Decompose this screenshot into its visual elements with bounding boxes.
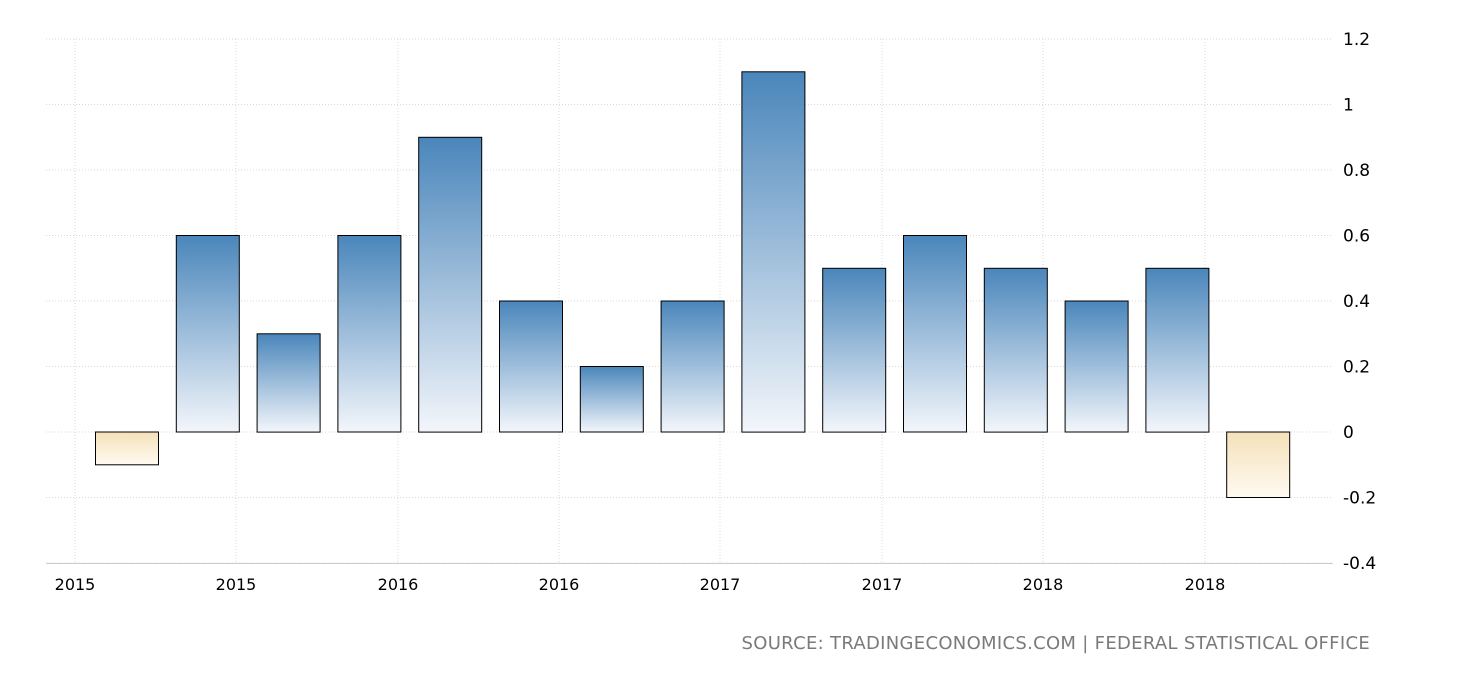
- x-axis-ticks: 2015 2015 2016 2016 2017 2017 2018 2018: [55, 575, 1226, 594]
- source-note: SOURCE: TRADINGECONOMICS.COM | FEDERAL S…: [741, 633, 1370, 654]
- x-tick-label: 2018: [1185, 575, 1226, 594]
- y-axis-ticks: 1.2 1 0.8 0.6 0.4 0.2 0 -0.2 -0.4: [1343, 30, 1376, 574]
- x-tick-label: 2016: [539, 575, 580, 594]
- bar-negative: [1226, 431, 1291, 498]
- bar-positive: [741, 71, 806, 433]
- x-tick-label: 2015: [55, 575, 96, 594]
- bar-positive: [418, 136, 483, 433]
- y-tick-label: 0.6: [1343, 227, 1370, 247]
- bar-positive: [903, 235, 967, 433]
- bar-positive: [1145, 267, 1210, 433]
- x-tick-label: 2016: [378, 575, 419, 594]
- bar-positive: [499, 300, 563, 433]
- y-tick-label: 0: [1343, 423, 1354, 443]
- x-tick-label: 2018: [1023, 575, 1064, 594]
- y-tick-label: 1.2: [1343, 30, 1370, 50]
- y-tick-label: 1: [1343, 96, 1354, 116]
- x-tick-label: 2015: [216, 575, 257, 594]
- x-tick-label: 2017: [862, 575, 903, 594]
- bar-positive: [660, 300, 725, 433]
- y-tick-label: -0.2: [1343, 489, 1376, 509]
- bars: [95, 71, 1291, 498]
- x-tick-label: 2017: [700, 575, 741, 594]
- bar-positive: [175, 235, 240, 433]
- bar-positive: [822, 267, 887, 433]
- bar-positive: [983, 267, 1048, 433]
- y-tick-label: -0.4: [1343, 554, 1376, 574]
- y-tick-label: 0.2: [1343, 358, 1370, 378]
- y-tick-label: 0.8: [1343, 161, 1370, 181]
- bar-negative: [95, 431, 159, 466]
- bar-positive: [337, 235, 402, 433]
- bar-positive: [256, 333, 321, 433]
- bar-positive: [579, 366, 644, 433]
- y-tick-label: 0.4: [1343, 292, 1370, 312]
- bar-positive: [1064, 300, 1129, 433]
